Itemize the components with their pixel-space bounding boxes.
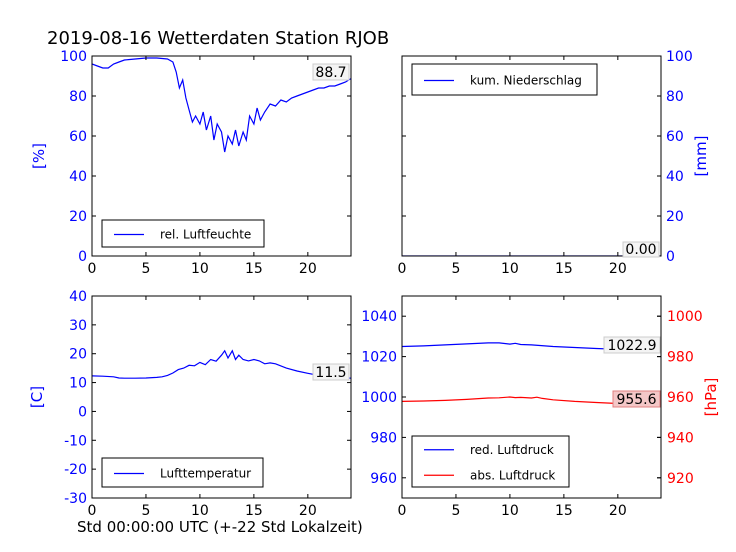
y-tick-label: -20 bbox=[64, 462, 87, 478]
pressure-panel: 0 5 10 15 20 960 980 1000 1020 1040 920 940 960 980 10… bbox=[361, 295, 720, 519]
y-tick-label: 1020 bbox=[361, 350, 397, 366]
x-tick-label: 0 bbox=[88, 503, 97, 519]
y-tick-label: 980 bbox=[370, 430, 397, 446]
y-axis-label: [%] bbox=[30, 143, 48, 169]
x-tick-label: 5 bbox=[451, 503, 460, 519]
x-tick-label: 20 bbox=[609, 261, 627, 277]
legend-label: red. Luftdruck bbox=[470, 443, 554, 457]
x-tick-label: 20 bbox=[609, 503, 627, 519]
y-tick-label: 20 bbox=[69, 347, 87, 363]
y-axis-label: [C] bbox=[28, 386, 46, 408]
pressure-legend: red. Luftdruck abs. Luftdruck bbox=[411, 435, 570, 488]
value-annotation-box bbox=[612, 390, 661, 408]
x-tick-label: 15 bbox=[555, 261, 573, 277]
y-tick-label: -10 bbox=[64, 433, 87, 449]
value-annotation-box bbox=[622, 241, 660, 258]
x-tick-label: 5 bbox=[141, 261, 150, 277]
y-tick-label: 1000 bbox=[361, 390, 397, 406]
x-tick-label: 20 bbox=[299, 261, 317, 277]
x-tick-label: 10 bbox=[501, 503, 519, 519]
y-tick-label: 960 bbox=[370, 471, 397, 487]
x-tick-label: 10 bbox=[501, 261, 519, 277]
y-tick-label: 80 bbox=[666, 89, 684, 105]
y-axis-label: [mm] bbox=[692, 136, 710, 177]
y-tick-label: 1040 bbox=[361, 309, 397, 325]
y2-tick-label: 1000 bbox=[667, 309, 703, 325]
y2-tick-label: 920 bbox=[667, 471, 694, 487]
temperature-plot-frame bbox=[91, 295, 352, 499]
y-tick-label: 60 bbox=[69, 129, 87, 145]
value-annotation-box bbox=[603, 336, 661, 354]
legend-box bbox=[411, 63, 598, 96]
value-annotation-box bbox=[312, 63, 350, 81]
x-axis-label: Std 00:00:00 UTC (+-22 Std Lokalzeit) bbox=[77, 518, 363, 536]
y-tick-label: 20 bbox=[69, 209, 87, 225]
x-tick-label: 10 bbox=[191, 503, 209, 519]
humidity-series-line-0 bbox=[92, 57, 351, 153]
value-annotation: 955.6 bbox=[616, 392, 656, 408]
value-annotation: 11.5 bbox=[315, 365, 346, 381]
x-tick-label: 15 bbox=[245, 503, 263, 519]
legend-label: Lufttemperatur bbox=[160, 467, 251, 481]
value-annotation: 1022.9 bbox=[608, 338, 657, 354]
y2-tick-label: 940 bbox=[667, 430, 694, 446]
y-axis-label: [hPa] bbox=[702, 378, 720, 417]
y-tick-label: 40 bbox=[69, 169, 87, 185]
y-tick-label: 0 bbox=[78, 249, 87, 265]
x-tick-label: 5 bbox=[451, 261, 460, 277]
temperature-legend: Lufttemperatur bbox=[101, 457, 264, 488]
y-tick-label: 10 bbox=[69, 376, 87, 392]
x-tick-label: 15 bbox=[555, 503, 573, 519]
legend-label: rel. Luftfeuchte bbox=[160, 228, 251, 242]
temperature-series-line-0 bbox=[92, 349, 351, 379]
precipitation-plot-frame bbox=[401, 55, 662, 257]
x-tick-label: 15 bbox=[245, 261, 263, 277]
value-annotation: 88.7 bbox=[315, 65, 346, 81]
y-tick-label: 20 bbox=[666, 209, 684, 225]
figure-title: 2019-08-16 Wetterdaten Station RJOB bbox=[47, 28, 389, 49]
y2-tick-label: 980 bbox=[667, 350, 694, 366]
humidity-legend: rel. Luftfeuchte bbox=[101, 219, 265, 248]
legend-box bbox=[101, 219, 265, 248]
x-tick-label: 10 bbox=[191, 261, 209, 277]
precipitation-legend: kum. Niederschlag bbox=[411, 63, 598, 96]
y-tick-label: 100 bbox=[60, 49, 87, 65]
y-tick-label: -30 bbox=[64, 491, 87, 507]
legend-label: abs. Luftdruck bbox=[470, 468, 555, 482]
temperature-panel: 0 5 10 15 20 -30 -20 -10 0 10 20 30 40 [C] Lufttempera… bbox=[28, 289, 352, 519]
y-tick-label: 100 bbox=[666, 49, 693, 65]
y-tick-label: 0 bbox=[78, 404, 87, 420]
x-tick-label: 0 bbox=[88, 261, 97, 277]
value-annotation-box bbox=[312, 363, 350, 381]
legend-box bbox=[411, 435, 570, 488]
humidity-panel: 0 5 10 15 20 0 20 40 60 80 100 [%] rel. Luftfeuchte 8… bbox=[30, 49, 352, 277]
y-tick-label: 30 bbox=[69, 318, 87, 334]
value-annotation: 0.00 bbox=[625, 242, 656, 258]
x-tick-label: 20 bbox=[299, 503, 317, 519]
x-tick-label: 0 bbox=[398, 261, 407, 277]
humidity-plot-frame bbox=[91, 55, 352, 257]
x-tick-label: 0 bbox=[398, 503, 407, 519]
pressure-series-line-1 bbox=[402, 396, 661, 407]
y-tick-label: 0 bbox=[666, 249, 675, 265]
y2-tick-label: 960 bbox=[667, 390, 694, 406]
y-tick-label: 40 bbox=[69, 289, 87, 305]
x-tick-label: 5 bbox=[141, 503, 150, 519]
precipitation-panel: 0 5 10 15 20 0 20 40 60 80 100 [mm] kum. Niederschla… bbox=[398, 49, 710, 277]
y-tick-label: 80 bbox=[69, 89, 87, 105]
legend-box bbox=[101, 457, 264, 488]
y-tick-label: 40 bbox=[666, 169, 684, 185]
legend-label: kum. Niederschlag bbox=[470, 74, 582, 88]
y-tick-label: 60 bbox=[666, 129, 684, 145]
